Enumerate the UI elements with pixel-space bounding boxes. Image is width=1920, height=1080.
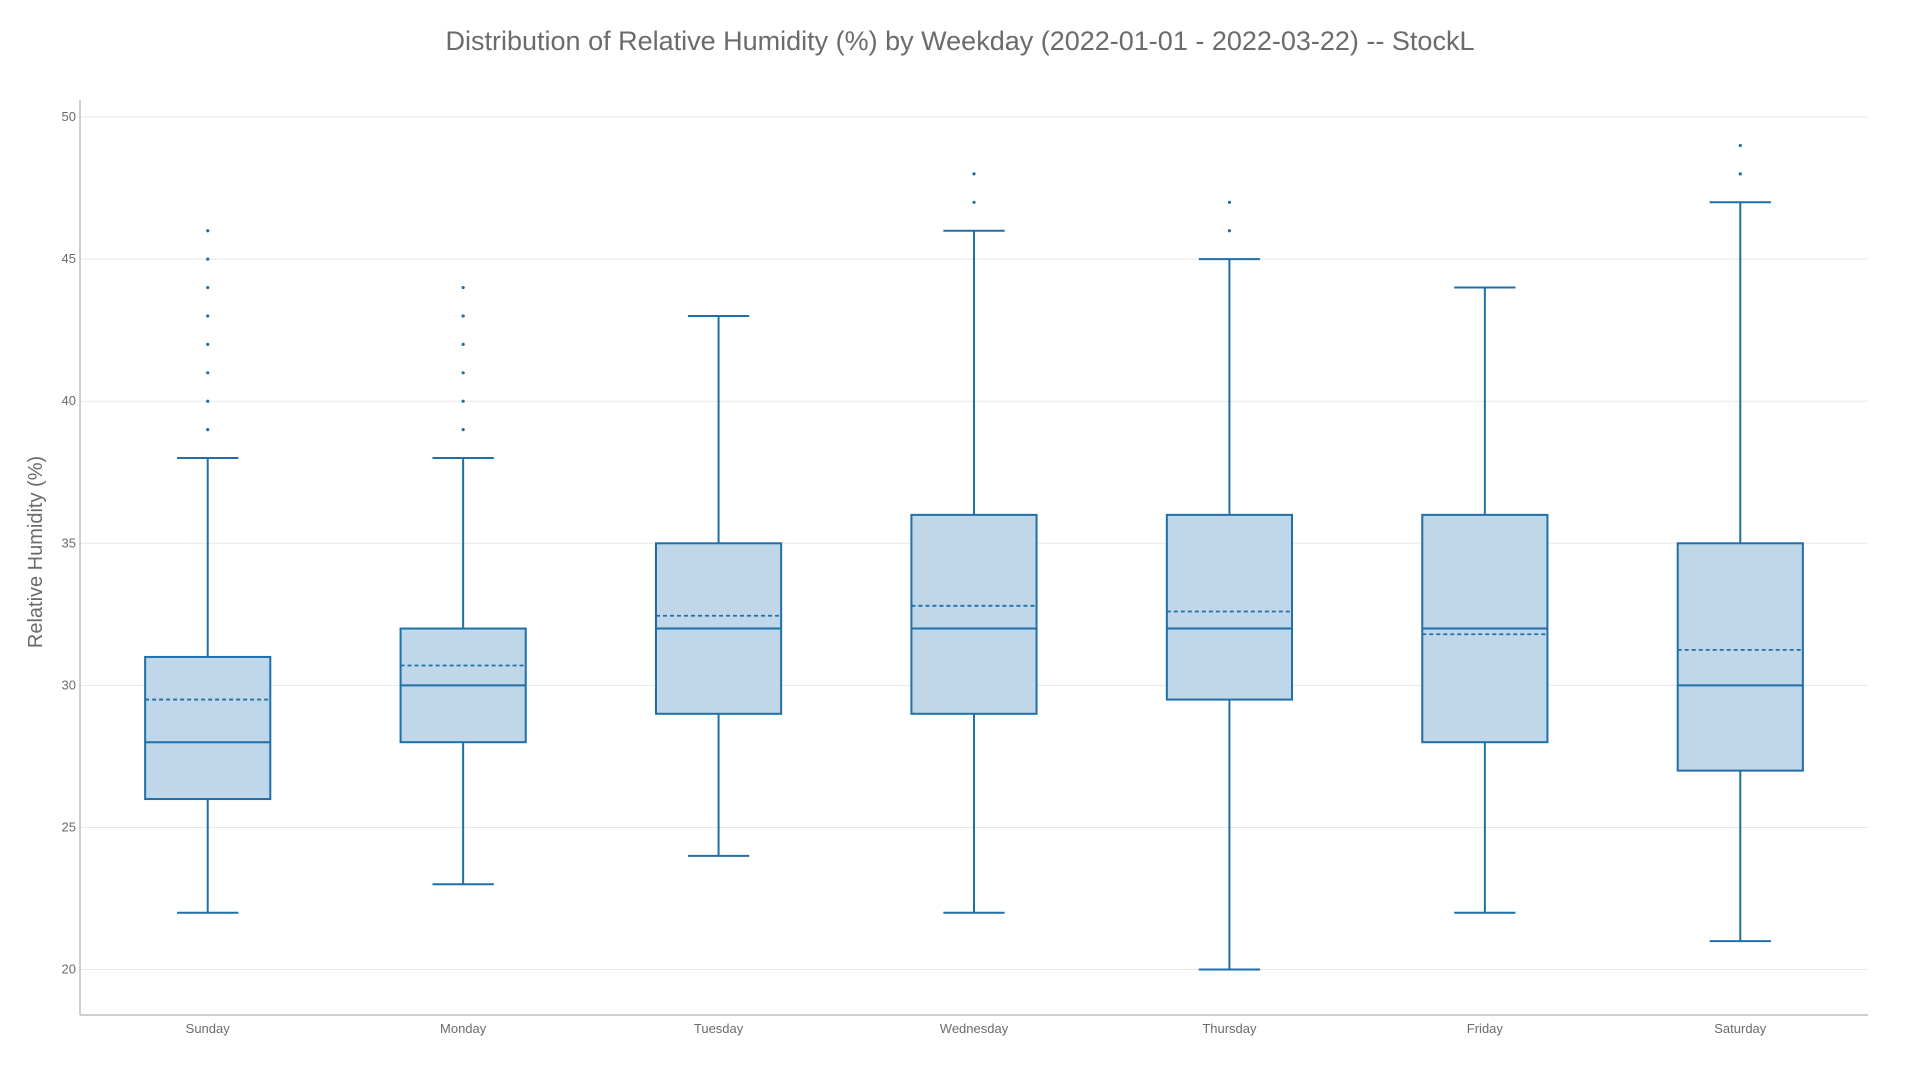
x-tick-label: Tuesday xyxy=(694,1021,744,1036)
outlier-point xyxy=(206,428,210,432)
outlier-point xyxy=(206,371,210,375)
outlier-point xyxy=(461,428,465,432)
outlier-point xyxy=(461,399,465,403)
x-tick-label: Wednesday xyxy=(940,1021,1009,1036)
outlier-point xyxy=(206,399,210,403)
axes xyxy=(79,100,1868,1016)
outlier-point xyxy=(972,172,976,176)
y-tick-label: 40 xyxy=(62,393,76,408)
y-tick-label: 30 xyxy=(62,677,76,692)
y-tick-label: 20 xyxy=(62,962,76,977)
outlier-point xyxy=(461,342,465,346)
box-iqr xyxy=(910,513,1038,715)
box-thursday xyxy=(1165,200,1294,971)
outlier-point xyxy=(206,285,210,290)
y-tick-label: 35 xyxy=(62,535,76,550)
box-iqr xyxy=(1676,542,1804,772)
box-sunday xyxy=(144,229,272,914)
outlier-point xyxy=(1227,229,1232,233)
outlier-point xyxy=(206,314,210,318)
outlier-point xyxy=(206,257,210,261)
x-tick-label: Friday xyxy=(1467,1021,1504,1036)
chart-title: Distribution of Relative Humidity (%) by… xyxy=(446,26,1475,56)
outlier-point xyxy=(972,200,976,204)
box-friday xyxy=(1421,286,1549,914)
outlier-point xyxy=(1738,172,1742,176)
x-tick-label: Sunday xyxy=(186,1021,231,1036)
x-tick-label: Monday xyxy=(440,1021,487,1036)
outlier-point xyxy=(206,342,210,346)
outlier-point xyxy=(206,229,210,233)
y-tick-label: 50 xyxy=(62,109,76,124)
x-tick-label: Thursday xyxy=(1202,1021,1257,1036)
outlier-point xyxy=(1738,143,1742,148)
y-axis-label: Relative Humidity (%) xyxy=(25,456,47,648)
tick-labels: 20 25 30 35 40 45 50 Sunday Monday Tuesday Wednesd… xyxy=(62,109,1767,1036)
box-iqr xyxy=(144,655,272,801)
box-iqr xyxy=(1165,513,1294,701)
box-tuesday xyxy=(654,314,783,857)
box-wednesday xyxy=(910,172,1038,914)
y-tick-label: 25 xyxy=(62,819,76,834)
outlier-point xyxy=(1227,200,1232,204)
box-saturday xyxy=(1676,143,1804,943)
boxes xyxy=(144,143,1804,971)
y-tick-label: 45 xyxy=(62,251,76,266)
outlier-point xyxy=(461,285,465,290)
x-tick-label: Saturday xyxy=(1714,1021,1767,1036)
box-monday xyxy=(399,285,527,886)
outlier-point xyxy=(461,371,465,375)
outlier-point xyxy=(461,314,465,318)
